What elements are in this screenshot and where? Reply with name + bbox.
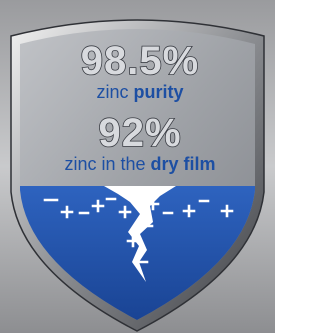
caption-bold: dry film (151, 154, 216, 174)
badge: 98.5% zinc purity 92% zinc in the dry film (0, 0, 275, 333)
stat-caption: zinc purity (96, 82, 183, 102)
page: 98.5% zinc purity 92% zinc in the dry film… (0, 0, 275, 333)
stat-value: 92% (98, 111, 181, 155)
stat-caption: zinc in the dry film (64, 154, 215, 174)
stat-value: 98.5% (81, 39, 199, 83)
caption-text: zinc (96, 82, 128, 102)
caption-text: zinc in the (64, 154, 145, 174)
caption-bold: purity (134, 82, 184, 102)
